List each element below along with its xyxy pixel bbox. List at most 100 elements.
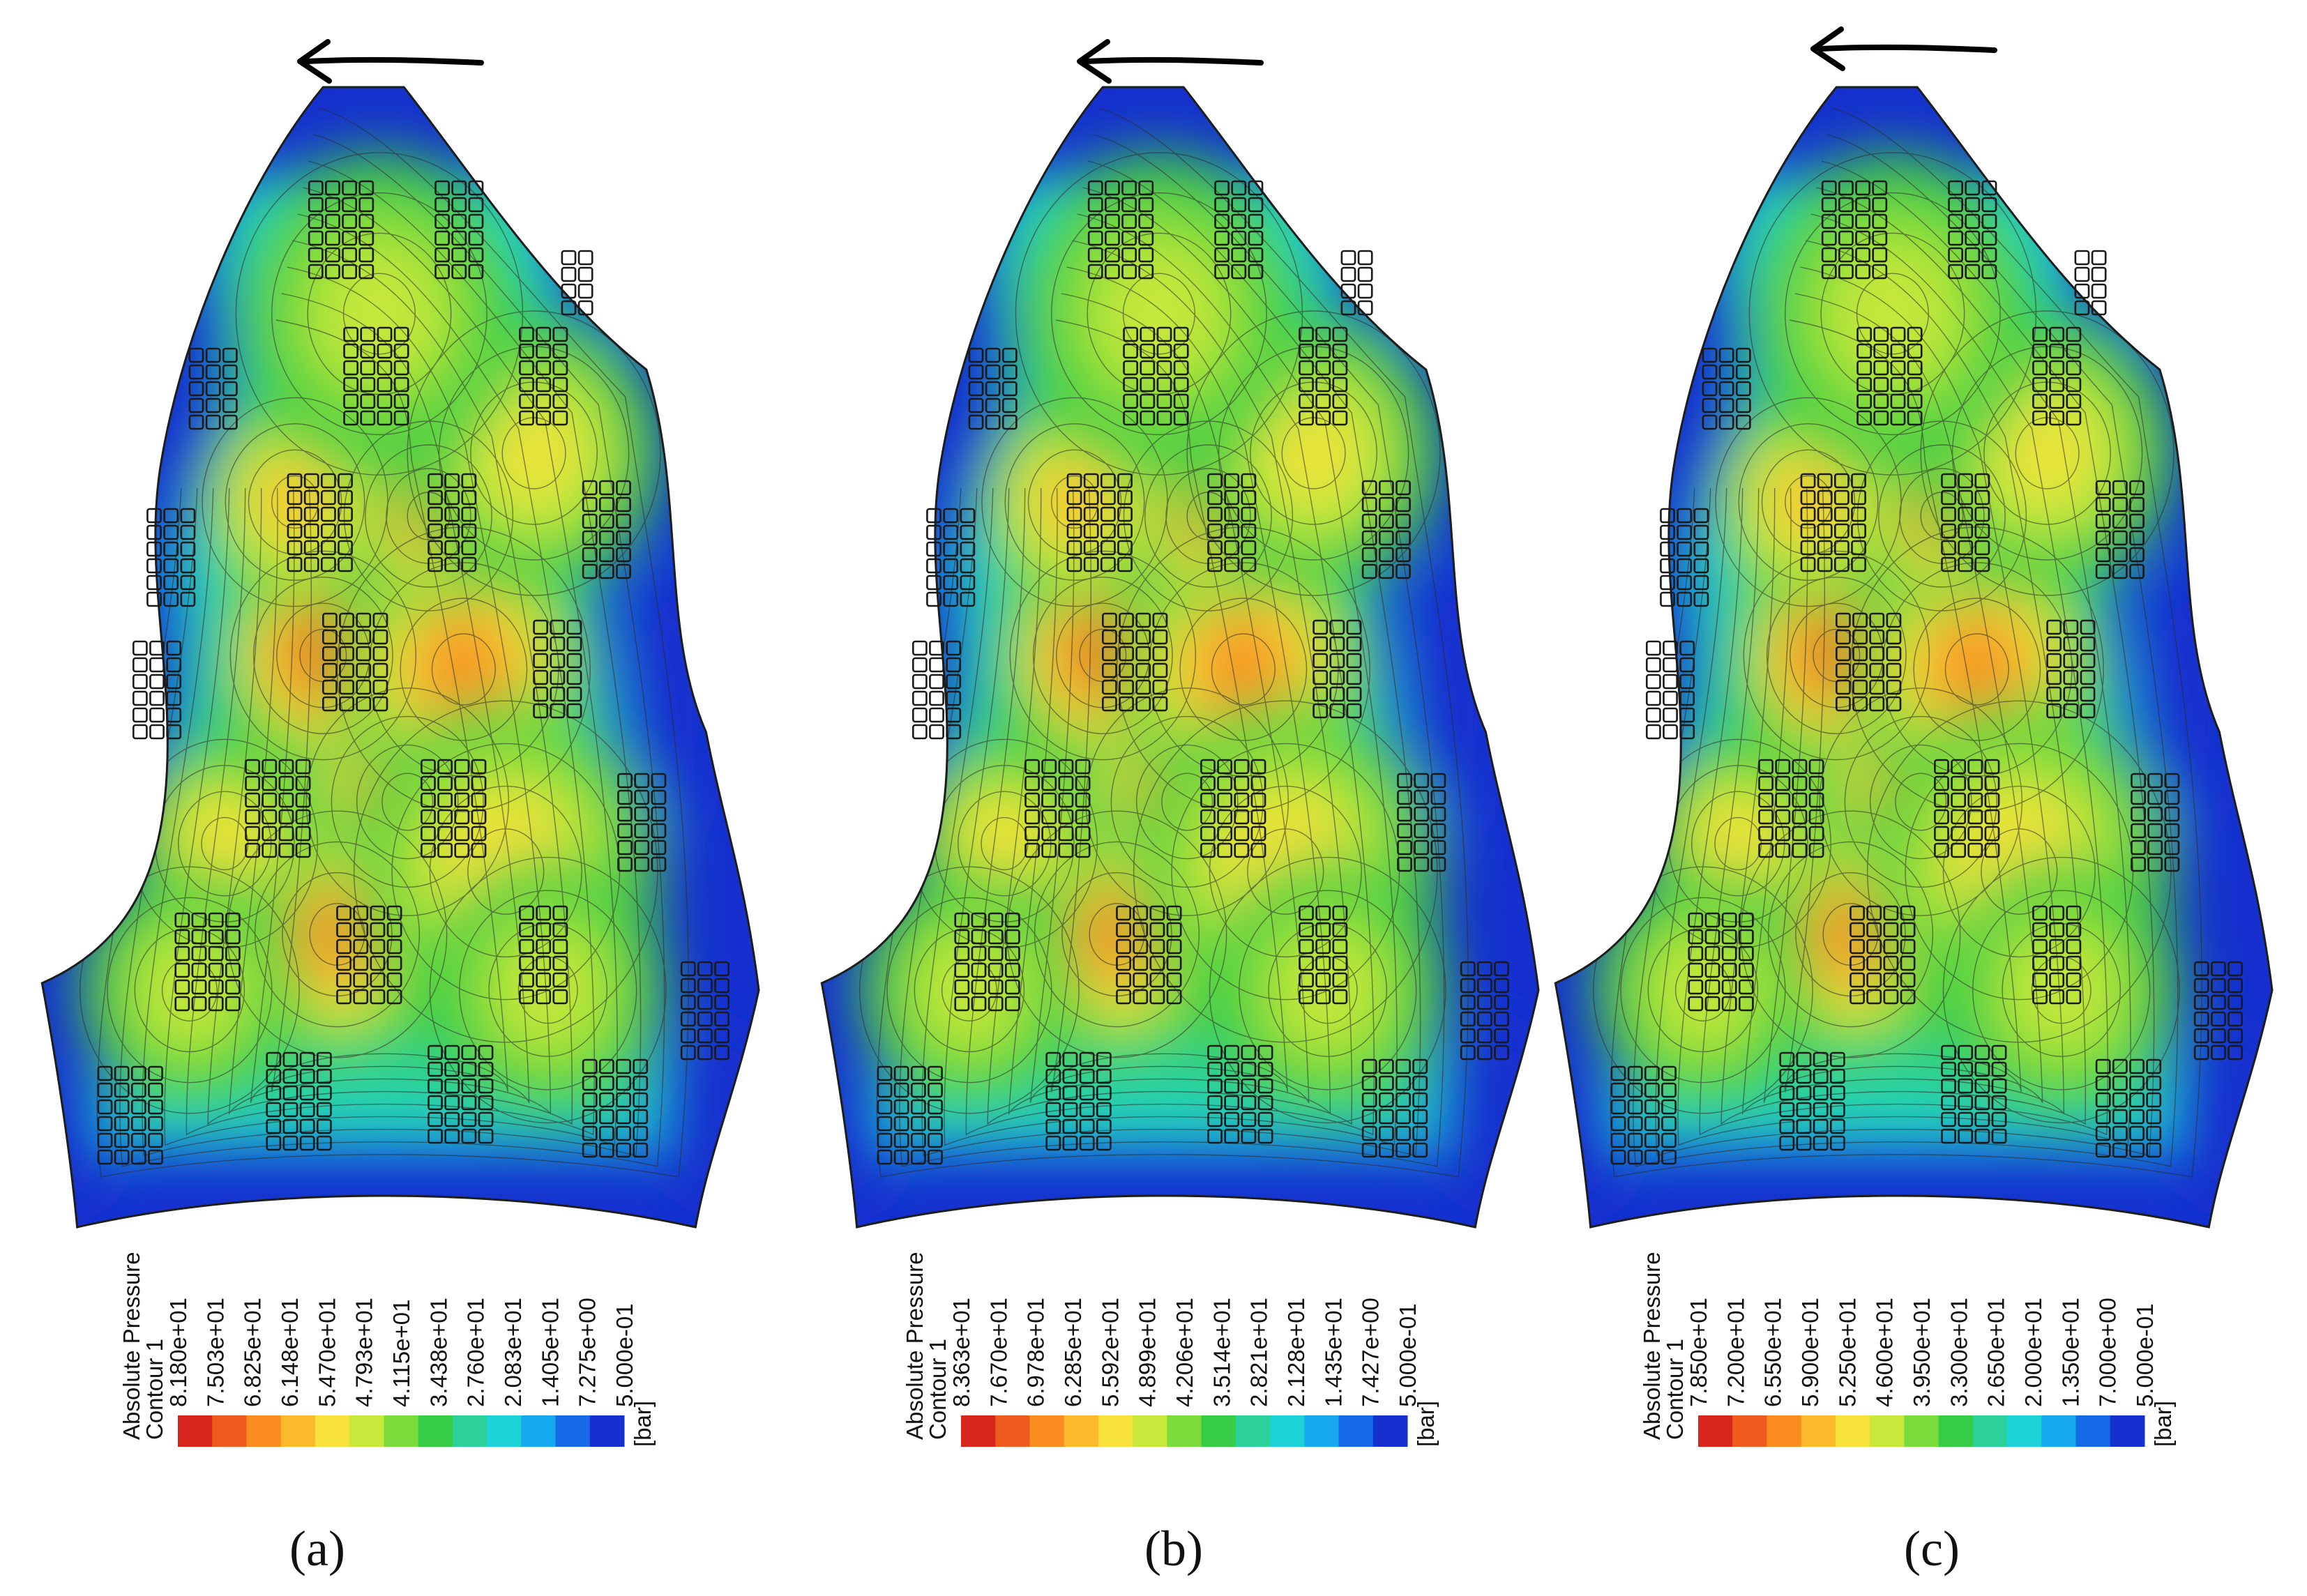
- pad-square: [2211, 1011, 2226, 1027]
- pad-square: [1332, 360, 1348, 376]
- pad-square: [282, 1085, 298, 1101]
- pad-square: [2032, 972, 2048, 988]
- pad-square: [1460, 978, 1476, 994]
- legend-title: Absolute Pressure: [1639, 1252, 1665, 1440]
- pad-square: [282, 1051, 298, 1067]
- contour-panel: [1554, 86, 2274, 1229]
- pad-square: [149, 657, 165, 673]
- pad-square: [1100, 473, 1116, 489]
- pad-square: [1838, 197, 1854, 213]
- pad-square: [1214, 264, 1230, 280]
- pad-square: [946, 690, 962, 706]
- legend-swatch: [452, 1415, 487, 1447]
- pad-square: [1257, 1061, 1273, 1077]
- pad-square: [353, 972, 369, 988]
- pad-square: [303, 489, 319, 506]
- pad-square: [1024, 759, 1040, 775]
- pad-square: [1829, 1135, 1845, 1151]
- pad-square: [336, 922, 351, 938]
- pad-square: [1800, 523, 1816, 539]
- pad-square: [1173, 360, 1189, 376]
- pad-square: [946, 674, 962, 690]
- pad-square: [322, 629, 338, 645]
- pad-square: [1796, 1068, 1812, 1084]
- pad-square: [1152, 679, 1168, 695]
- pad-square: [928, 1149, 943, 1165]
- pad-square: [1217, 826, 1233, 842]
- pad-square: [1083, 556, 1099, 572]
- pad-square: [1315, 377, 1331, 393]
- pad-square: [616, 1075, 631, 1091]
- pad-square: [910, 1065, 926, 1081]
- pad-square: [1883, 955, 1899, 971]
- pad-square: [1836, 696, 1851, 712]
- pad-square: [1869, 662, 1885, 678]
- pad-square: [1886, 662, 1902, 678]
- pad-square: [1102, 629, 1117, 645]
- pad-square: [1852, 629, 1868, 645]
- pad-square: [1166, 922, 1182, 938]
- pad-square: [971, 912, 987, 928]
- pad-square: [1207, 1128, 1223, 1144]
- pad-square: [1083, 540, 1099, 556]
- pad-square: [444, 556, 460, 572]
- pad-square: [2227, 1028, 2243, 1044]
- pad-square: [1967, 759, 1983, 775]
- pad-square: [2129, 1125, 2145, 1141]
- pad-square: [1974, 1095, 1990, 1111]
- pad-square: [1166, 938, 1182, 955]
- pad-square: [343, 326, 359, 342]
- pad-square: [339, 612, 354, 628]
- pad-square: [1958, 540, 1974, 556]
- pad-square: [1102, 662, 1117, 678]
- pad-square: [1105, 197, 1120, 213]
- pad-square: [1135, 612, 1151, 628]
- pad-square: [1663, 657, 1678, 673]
- pad-square: [968, 347, 984, 363]
- pad-square: [1792, 775, 1808, 791]
- pad-square: [295, 759, 311, 775]
- pad-square: [1116, 938, 1131, 955]
- pad-square: [1241, 473, 1257, 489]
- pad-square: [1758, 759, 1773, 775]
- pad-square: [356, 629, 372, 645]
- pad-square: [1361, 563, 1377, 579]
- pad-square: [1087, 230, 1103, 246]
- pad-square: [1494, 1044, 1509, 1061]
- pad-square: [461, 1128, 477, 1144]
- pad-square: [320, 506, 336, 522]
- pad-square: [1248, 197, 1264, 213]
- pad-square: [148, 1099, 163, 1115]
- pad-square: [1075, 759, 1091, 775]
- pad-square: [1974, 1061, 1990, 1077]
- pad-square: [1123, 377, 1139, 393]
- pad-square: [2146, 1142, 2162, 1158]
- pad-square: [2066, 343, 2082, 359]
- pad-square: [2063, 619, 2079, 635]
- pad-square: [929, 674, 944, 690]
- pad-square: [1855, 230, 1870, 246]
- pad-square: [561, 283, 577, 299]
- pad-square: [1361, 1092, 1377, 1108]
- pad-square: [1397, 806, 1412, 822]
- pad-square: [1660, 591, 1675, 607]
- pad-square: [308, 230, 324, 246]
- pad-square: [552, 343, 568, 359]
- pad-square: [680, 978, 696, 994]
- pad-square: [954, 996, 970, 1012]
- pad-square: [2112, 1125, 2128, 1141]
- pad-square: [208, 996, 224, 1012]
- pad-square: [1951, 775, 1967, 791]
- pad-square: [1241, 1078, 1257, 1094]
- pad-square: [1361, 1142, 1377, 1158]
- pad-square: [1984, 809, 2000, 825]
- pad-square: [2211, 1044, 2226, 1061]
- pad-square: [1817, 473, 1833, 489]
- pad-square: [877, 1082, 893, 1098]
- pad-square: [1951, 809, 1967, 825]
- pad-square: [114, 1082, 130, 1098]
- pad-square: [1123, 410, 1139, 426]
- legend-swatch: [1064, 1415, 1099, 1447]
- pad-square: [1299, 410, 1314, 426]
- pad-square: [1941, 1111, 1956, 1127]
